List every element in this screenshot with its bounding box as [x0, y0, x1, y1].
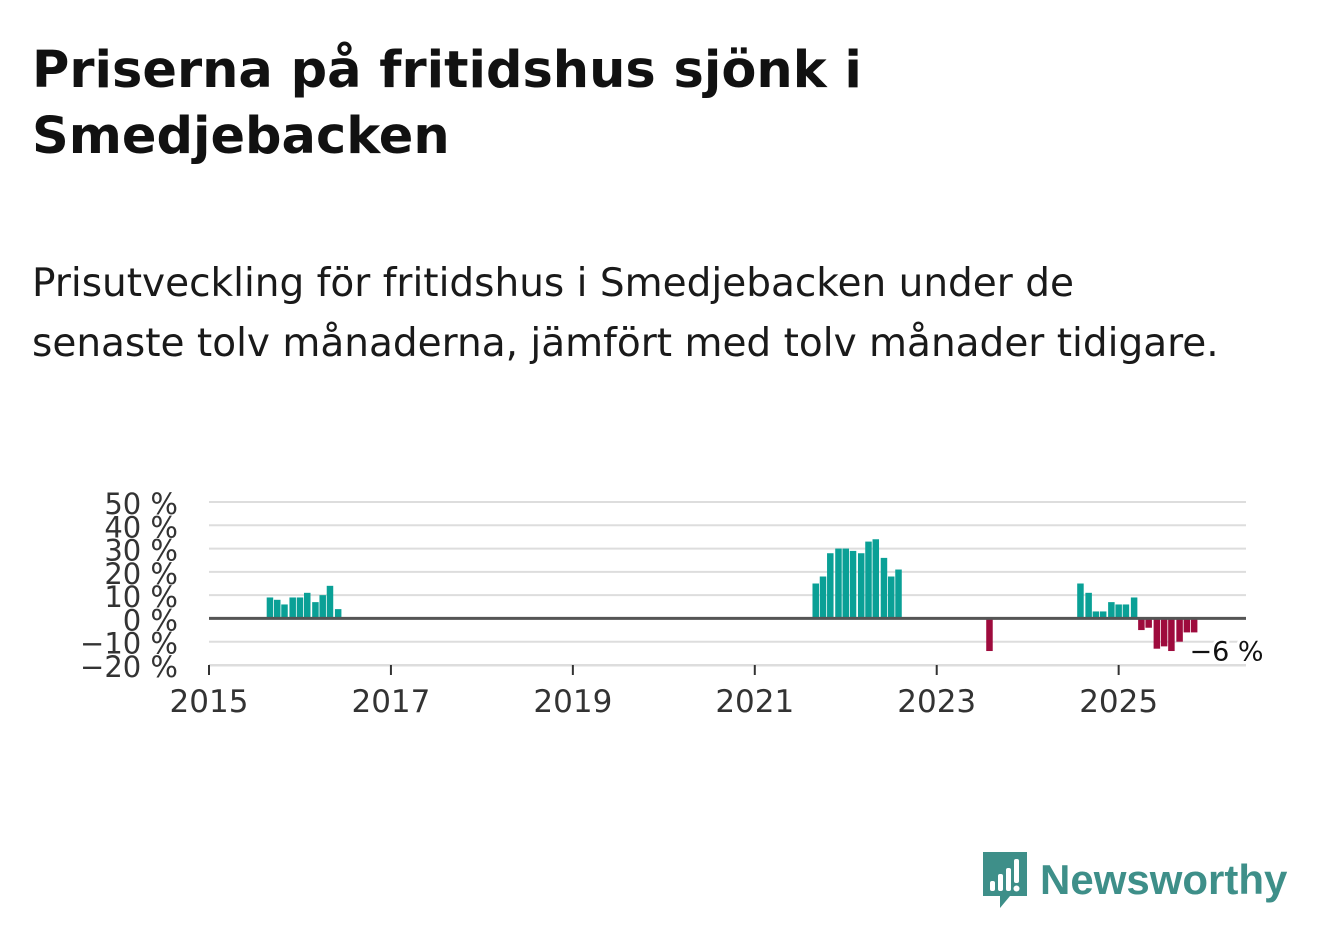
x-tick-label: 2023 — [897, 684, 976, 720]
y-tick-label: 50 % — [104, 487, 178, 521]
bar — [895, 569, 902, 619]
bar — [289, 597, 296, 619]
bar — [1190, 618, 1198, 633]
bar — [835, 548, 842, 619]
bar — [1085, 592, 1092, 619]
bar — [1176, 618, 1183, 642]
bar — [1077, 583, 1084, 619]
bar — [857, 553, 865, 619]
bar — [842, 548, 850, 619]
bar — [1168, 618, 1175, 652]
x-tick-label: 2017 — [351, 684, 430, 720]
bar — [326, 585, 334, 619]
x-tick-label: 2025 — [1079, 684, 1158, 720]
bar — [1130, 597, 1138, 619]
x-tick-label: 2019 — [533, 684, 612, 720]
gridlines — [209, 501, 1246, 666]
bar — [296, 597, 304, 619]
bar — [887, 576, 895, 619]
x-axis: 2015 2017 2019 2021 2023 2025 — [170, 665, 1246, 720]
y-tick-label: 10 % — [104, 580, 178, 614]
bar — [827, 553, 834, 619]
price-change-bar-chart: −20 %−10 %0 %10 %20 %30 %40 %50 % 2015 20… — [80, 487, 1267, 720]
bar — [1092, 611, 1100, 619]
bar — [1160, 618, 1168, 647]
bar — [880, 557, 888, 619]
bar — [1122, 604, 1130, 619]
bar — [1108, 602, 1115, 619]
bar — [312, 602, 319, 619]
annotations: −6 % — [1186, 633, 1266, 670]
bar — [273, 599, 281, 619]
bar — [872, 539, 880, 619]
bar — [819, 576, 827, 619]
bar — [1115, 604, 1122, 619]
newsworthy-logo: Newsworthy — [980, 850, 1287, 910]
bar — [281, 604, 288, 619]
y-tick-label: 0 % — [123, 603, 178, 637]
chart-subtitle: Prisutveckling för fritidshus i Smedjeba… — [32, 261, 1219, 366]
x-tick-label: 2015 — [170, 684, 249, 720]
y-tick-label: 40 % — [104, 510, 178, 544]
y-tick-label: 20 % — [104, 557, 178, 591]
annotation-label: −6 % — [1189, 636, 1263, 667]
bar — [812, 583, 819, 619]
newsworthy-logo-icon — [983, 852, 1027, 908]
chart-title: Priserna på fritidshus sjönk i Smedjebac… — [32, 41, 862, 166]
y-tick-label: 30 % — [104, 534, 178, 568]
bar — [1183, 618, 1191, 633]
bar — [266, 597, 274, 619]
bar — [1138, 618, 1145, 631]
y-axis-tick-labels: −20 %−10 %0 %10 %20 %30 %40 %50 % — [80, 487, 178, 684]
bars — [266, 539, 1198, 652]
bar — [334, 609, 342, 619]
bar — [865, 541, 872, 619]
y-tick-label: −10 % — [80, 627, 178, 661]
bar — [319, 595, 326, 619]
bar — [1145, 618, 1152, 628]
bar — [303, 592, 311, 619]
bar — [1099, 611, 1107, 619]
bar — [849, 550, 857, 619]
brand-name: Newsworthy — [1040, 856, 1288, 903]
bar — [1153, 618, 1161, 649]
bar — [986, 618, 993, 652]
y-tick-label: −20 % — [80, 650, 178, 684]
x-tick-label: 2021 — [715, 684, 794, 720]
